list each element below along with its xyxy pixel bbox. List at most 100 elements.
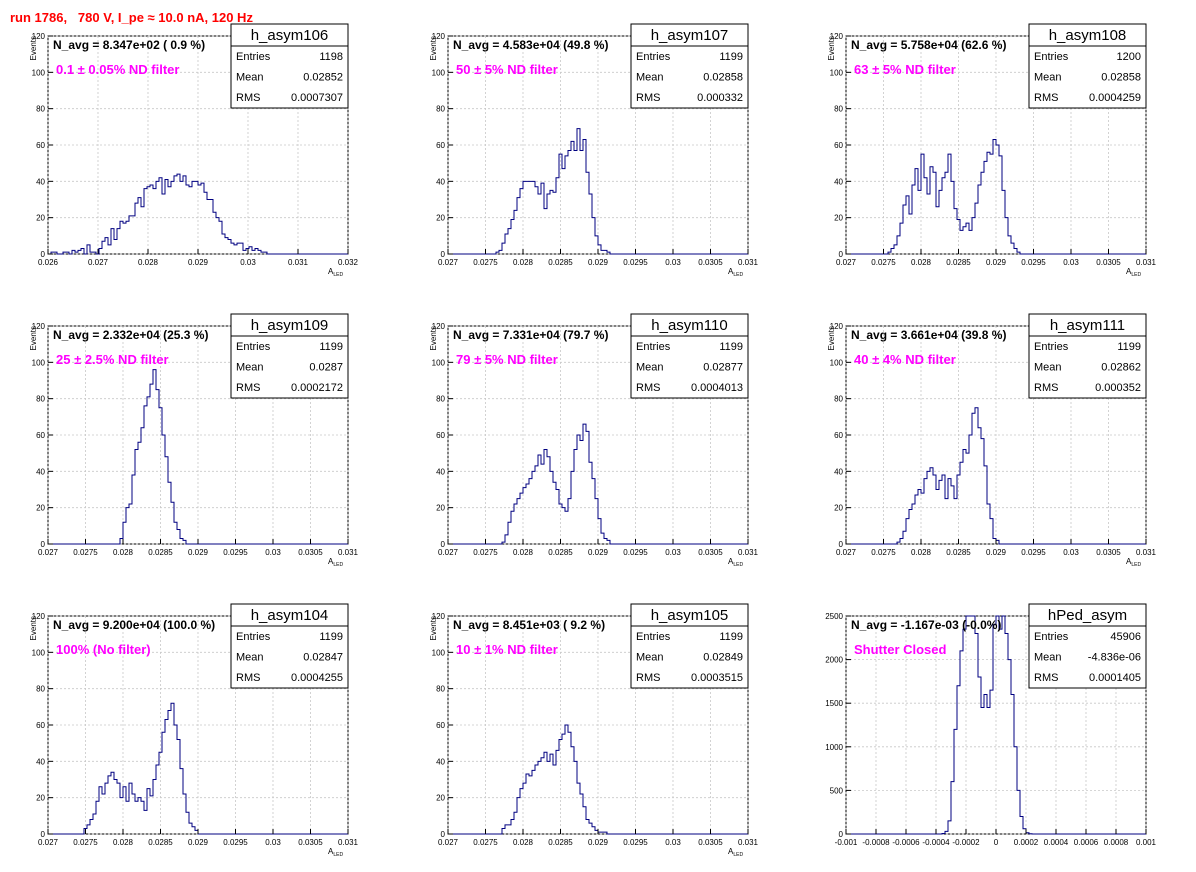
x-tick-label: 0.0305 <box>698 548 723 557</box>
x-tick-label: 0.027 <box>38 548 59 557</box>
x-tick-label: 0.03 <box>665 258 681 267</box>
y-tick-label: 500 <box>830 786 844 795</box>
x-tick-label: -0.001 <box>835 838 858 847</box>
y-tick-label: 0 <box>839 830 844 839</box>
y-tick-label: 2500 <box>825 612 843 621</box>
x-tick-label: 0.0295 <box>1021 258 1046 267</box>
y-tick-label: 0 <box>839 250 844 259</box>
x-tick-label: 0.03 <box>1063 258 1079 267</box>
x-tick-label: 0.0295 <box>1021 548 1046 557</box>
x-tick-label: 0.0305 <box>1096 258 1121 267</box>
y-axis-label: Events <box>827 36 836 60</box>
y-tick-label: 20 <box>36 214 45 223</box>
x-tick-label: 0.0275 <box>871 258 896 267</box>
x-tick-label: 0.031 <box>338 838 359 847</box>
stats-value: 0.000352 <box>1095 382 1141 394</box>
histogram-series <box>448 128 748 255</box>
stats-title: h_asym104 <box>251 607 329 624</box>
x-tick-label: 0.0004 <box>1044 838 1069 847</box>
x-tick-label: 0.001 <box>1136 838 1157 847</box>
y-tick-label: 80 <box>36 105 45 114</box>
y-tick-label: 80 <box>436 395 445 404</box>
y-tick-label: 80 <box>834 105 843 114</box>
stats-label: Mean <box>1034 652 1062 664</box>
stats-value: 45906 <box>1110 631 1141 643</box>
x-tick-label: 0.03 <box>1063 548 1079 557</box>
y-tick-label: 80 <box>436 105 445 114</box>
x-tick-label: 0.0275 <box>473 258 498 267</box>
y-tick-label: 20 <box>834 214 843 223</box>
stats-value: 1199 <box>719 631 743 643</box>
x-tick-label: 0.031 <box>738 258 759 267</box>
y-tick-label: 20 <box>436 504 445 513</box>
y-axis-label: Events <box>429 326 438 350</box>
x-tick-label: 0.0305 <box>298 548 323 557</box>
x-tick-label: 0.031 <box>338 548 359 557</box>
histogram-panel-h_asym111: 0.027 0.0275 0.028 0.0285 0.029 0.0295 0.03 0.0… <box>827 313 1157 568</box>
y-tick-label: 120 <box>32 322 46 331</box>
stats-value: 0.02862 <box>1101 362 1141 374</box>
x-tick-label: 0.0305 <box>698 838 723 847</box>
navg-label: N_avg = 9.200e+04 (100.0 %) <box>53 618 215 632</box>
filter-label: 25 ± 2.5% ND filter <box>56 352 169 367</box>
x-tick-label: 0.03 <box>240 258 256 267</box>
stats-label: Mean <box>1034 362 1062 374</box>
x-tick-label: 0.029 <box>188 548 209 557</box>
histogram-panel-h_asym106: 0.026 0.027 0.028 0.029 0.03 0.031 0.032 0 20 40 6… <box>29 23 359 278</box>
x-tick-label: 0.0275 <box>871 548 896 557</box>
x-tick-label: 0.0275 <box>473 548 498 557</box>
stats-label: RMS <box>636 672 660 684</box>
filter-label: 0.1 ± 0.05% ND filter <box>56 62 179 77</box>
stats-box <box>630 625 749 689</box>
stats-label: Mean <box>636 652 664 664</box>
stats-title: h_asym111 <box>1050 317 1125 334</box>
histogram-series <box>846 139 1146 255</box>
stats-label: Mean <box>236 72 264 84</box>
y-tick-label: 40 <box>834 467 843 476</box>
y-tick-label: 100 <box>432 358 446 367</box>
x-tick-label: -0.0002 <box>952 838 980 847</box>
x-tick-label: 0.027 <box>438 838 459 847</box>
x-tick-label: -0.0008 <box>862 838 890 847</box>
histogram-series <box>48 369 348 545</box>
y-tick-label: 0 <box>441 830 446 839</box>
y-tick-label: 40 <box>436 467 445 476</box>
stats-value: -4.836e-06 <box>1088 652 1141 664</box>
stats-value: 1199 <box>319 631 343 643</box>
x-tick-label: 0.028 <box>513 548 534 557</box>
x-tick-label: 0.029 <box>588 548 609 557</box>
navg-label: N_avg = 8.347e+02 ( 0.9 %) <box>53 38 205 52</box>
navg-label: N_avg = 5.758e+04 (62.6 %) <box>851 38 1006 52</box>
x-tick-label: 0.028 <box>911 548 932 557</box>
stats-value: 1199 <box>1117 341 1141 353</box>
y-tick-label: 20 <box>436 214 445 223</box>
y-tick-label: 60 <box>436 141 445 150</box>
stats-box <box>1028 335 1147 399</box>
histogram-series <box>48 702 348 835</box>
x-tick-label: 0.03 <box>265 838 281 847</box>
y-tick-label: 2000 <box>825 656 843 665</box>
stats-value: 0.02852 <box>303 72 343 84</box>
histogram-panel-h_asym105: 0.027 0.0275 0.028 0.0285 0.029 0.0295 0.03 0.0… <box>429 603 759 858</box>
x-tick-label: 0.028 <box>113 838 134 847</box>
y-tick-label: 120 <box>432 32 446 41</box>
stats-label: RMS <box>236 672 260 684</box>
y-axis-label: Events <box>29 616 38 640</box>
x-tick-label: 0.028 <box>513 258 534 267</box>
y-tick-label: 1500 <box>825 699 843 708</box>
y-axis-label: Events <box>429 36 438 60</box>
y-tick-label: 40 <box>36 177 45 186</box>
x-tick-label: 0.028 <box>113 548 134 557</box>
y-tick-label: 60 <box>436 431 445 440</box>
y-tick-label: 120 <box>432 612 446 621</box>
stats-label: Mean <box>1034 72 1062 84</box>
x-tick-label: 0.028 <box>138 258 159 267</box>
stats-box <box>230 625 349 689</box>
stats-label: RMS <box>236 92 260 104</box>
histogram-panel-h_asym104: 0.027 0.0275 0.028 0.0285 0.029 0.0295 0.03 0.0… <box>29 603 359 858</box>
x-axis-label: ALED <box>328 267 343 278</box>
y-tick-label: 80 <box>36 685 45 694</box>
navg-label: N_avg = 4.583e+04 (49.8 %) <box>453 38 608 52</box>
stats-value: 0.02858 <box>1101 72 1141 84</box>
